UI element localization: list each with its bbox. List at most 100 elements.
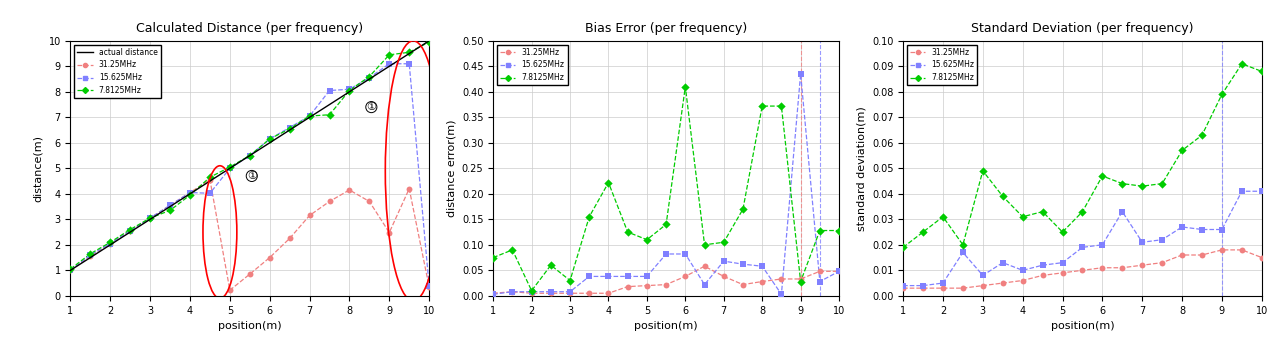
Point: [1132, 239, 1153, 245]
Point: [893, 283, 913, 288]
Point: [200, 190, 220, 196]
Point: [790, 279, 811, 284]
Point: [339, 86, 360, 92]
Legend: actual distance, 31.25MHz, 15.625MHz, 7.8125MHz: actual distance, 31.25MHz, 15.625MHz, 7.…: [74, 45, 160, 98]
Point: [656, 222, 676, 227]
Point: [179, 192, 200, 198]
Point: [319, 199, 339, 204]
Point: [260, 255, 281, 260]
Point: [81, 252, 101, 258]
Point: [1172, 224, 1193, 230]
Point: [637, 237, 657, 242]
Point: [579, 274, 600, 279]
Point: [279, 236, 300, 241]
Point: [733, 206, 753, 212]
Point: [733, 261, 753, 267]
Point: [240, 271, 260, 277]
Point: [733, 282, 753, 287]
Point: [419, 284, 439, 290]
Point: [100, 241, 120, 246]
Point: [1231, 61, 1252, 67]
Point: [893, 286, 913, 291]
Point: [521, 290, 542, 296]
Point: [1093, 173, 1113, 179]
X-axis label: position(m): position(m): [634, 321, 698, 331]
Point: [752, 264, 772, 269]
Point: [771, 291, 792, 297]
Point: [893, 245, 913, 250]
Point: [1032, 262, 1053, 268]
Point: [1191, 252, 1212, 258]
Point: [359, 75, 379, 81]
Point: [419, 39, 439, 45]
Point: [1172, 252, 1193, 258]
Point: [200, 174, 220, 180]
Point: [240, 153, 260, 158]
Point: [339, 187, 360, 193]
Point: [993, 280, 1013, 286]
Point: [560, 278, 580, 283]
Point: [379, 61, 400, 67]
Point: [120, 228, 141, 234]
Point: [541, 262, 561, 268]
Point: [160, 203, 181, 208]
Point: [1231, 188, 1252, 194]
Point: [993, 260, 1013, 265]
Point: [560, 290, 580, 296]
Point: [1152, 181, 1172, 186]
Legend: 31.25MHz, 15.625MHz, 7.8125MHz: 31.25MHz, 15.625MHz, 7.8125MHz: [907, 45, 977, 85]
Point: [972, 283, 993, 288]
Point: [1252, 188, 1272, 194]
Point: [398, 186, 419, 191]
Point: [1072, 245, 1093, 250]
Point: [219, 288, 240, 293]
Point: [1112, 209, 1132, 214]
Point: [913, 286, 934, 291]
Point: [279, 126, 300, 132]
Point: [81, 254, 101, 259]
Point: [598, 180, 619, 185]
Point: [379, 230, 400, 235]
Point: [319, 88, 339, 93]
Point: [771, 276, 792, 282]
Legend: 31.25MHz, 15.625MHz, 7.8125MHz: 31.25MHz, 15.625MHz, 7.8125MHz: [497, 45, 567, 85]
Point: [359, 199, 379, 204]
Point: [694, 242, 715, 248]
Point: [637, 283, 657, 288]
Point: [1191, 132, 1212, 138]
Point: [140, 215, 160, 221]
Point: [656, 282, 676, 287]
Point: [810, 228, 830, 233]
Point: [379, 52, 400, 57]
Point: [617, 274, 638, 279]
Point: [1052, 270, 1072, 275]
Text: ①: ①: [247, 171, 256, 181]
Title: Bias Error (per frequency): Bias Error (per frequency): [585, 22, 747, 35]
Point: [829, 228, 849, 233]
Point: [502, 247, 523, 253]
Point: [933, 286, 953, 291]
Point: [913, 283, 934, 288]
Point: [694, 282, 715, 287]
X-axis label: position(m): position(m): [218, 321, 282, 331]
Point: [541, 289, 561, 294]
Point: [714, 274, 734, 279]
Point: [1132, 262, 1153, 268]
Point: [560, 289, 580, 294]
Point: [179, 190, 200, 195]
Point: [502, 289, 523, 294]
Point: [714, 239, 734, 245]
Point: [120, 227, 141, 232]
Point: [972, 273, 993, 278]
Point: [300, 113, 320, 119]
Point: [1032, 209, 1053, 214]
Point: [1172, 148, 1193, 153]
Point: [81, 251, 101, 256]
Point: [1072, 268, 1093, 273]
Point: [1252, 255, 1272, 260]
Point: [675, 251, 696, 257]
Point: [953, 242, 974, 248]
Point: [483, 255, 503, 260]
Point: [752, 279, 772, 284]
Title: Calculated Distance (per frequency): Calculated Distance (per frequency): [136, 22, 364, 35]
